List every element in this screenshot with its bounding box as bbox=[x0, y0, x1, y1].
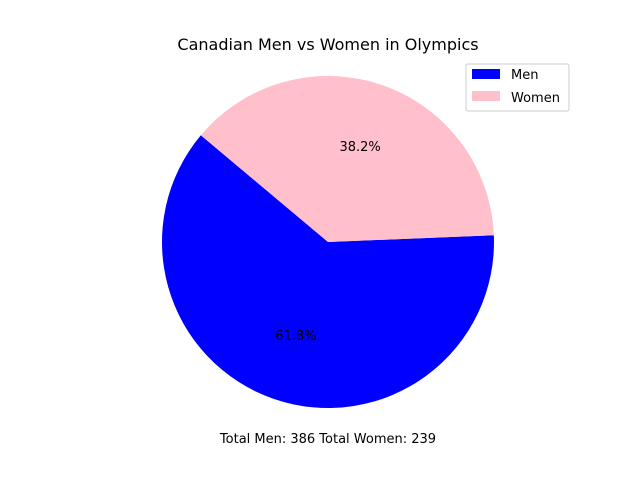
chart-title: Canadian Men vs Women in Olympics bbox=[177, 35, 478, 54]
pie-slice-men bbox=[161, 135, 494, 409]
percent-label-men: 61.8% bbox=[275, 329, 316, 344]
legend: Men Women bbox=[465, 63, 570, 112]
legend-swatch-women bbox=[472, 91, 500, 101]
legend-label-men: Men bbox=[511, 68, 538, 83]
percent-label-women: 38.2% bbox=[339, 140, 380, 155]
totals-caption: Total Men: 386 Total Women: 239 bbox=[219, 432, 436, 447]
legend-swatch-men bbox=[472, 69, 500, 79]
legend-label-women: Women bbox=[511, 91, 560, 106]
pie-slice-women bbox=[200, 76, 494, 242]
percent-labels: 61.8% 38.2% bbox=[275, 140, 381, 344]
pie bbox=[161, 76, 494, 409]
